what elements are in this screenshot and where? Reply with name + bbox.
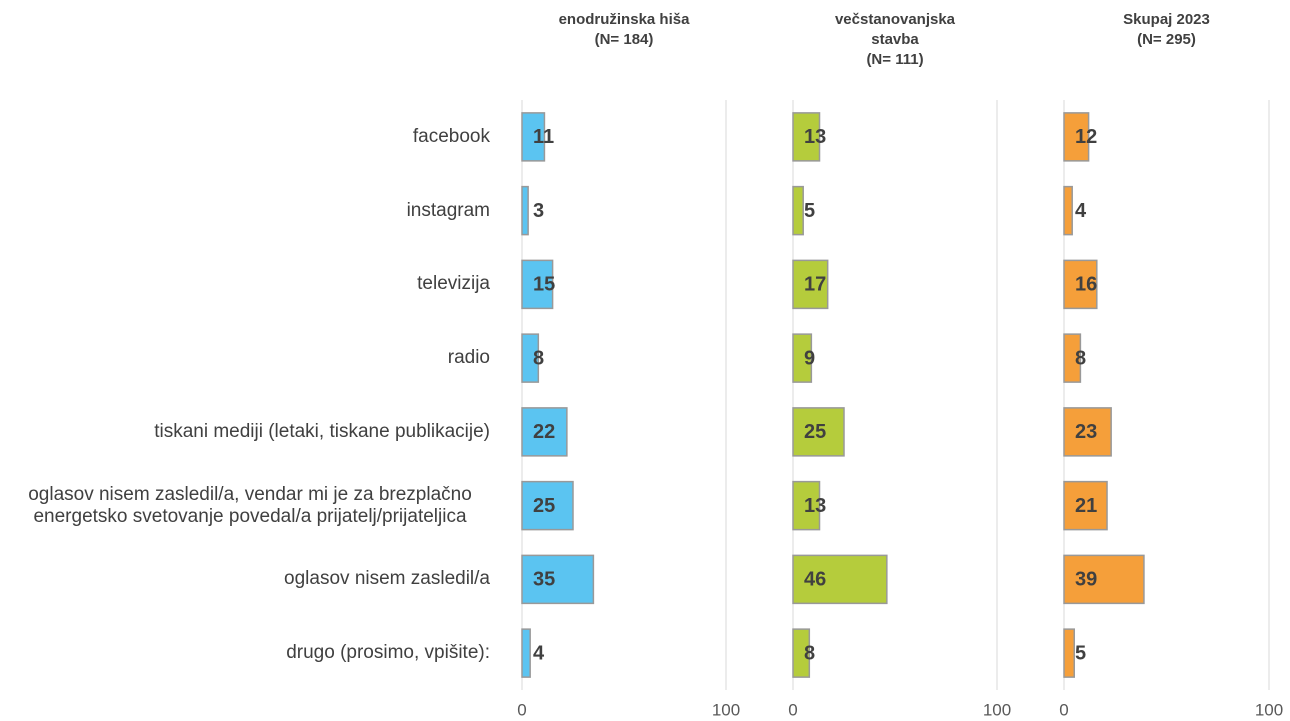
data-label: 13: [804, 495, 826, 517]
category-label: tiskani mediji (letaki, tiskane publikac…: [154, 420, 490, 442]
x-tick-label: 100: [983, 700, 1011, 719]
panel-title: enodružinska hiša: [559, 11, 691, 28]
bar: [792, 112, 821, 162]
bar: [521, 185, 529, 236]
category-label-box: oglasov nisem zasledil/a: [0, 544, 490, 614]
data-label: 17: [804, 274, 826, 296]
category-label-box: tiskani mediji (letaki, tiskane publikac…: [0, 397, 490, 467]
bar: [521, 407, 568, 457]
bar: [792, 407, 845, 457]
x-tick-label: 100: [1255, 700, 1283, 719]
data-label: 25: [804, 421, 826, 443]
bar: [1063, 112, 1090, 162]
bar: [1063, 407, 1112, 457]
data-label: 3: [533, 200, 544, 222]
data-label: 13: [804, 126, 826, 148]
panel-title: (N= 184): [595, 31, 654, 48]
panel-title: Skupaj 2023: [1123, 11, 1210, 28]
data-label: 9: [804, 347, 815, 369]
data-label: 4: [533, 642, 545, 664]
data-label: 8: [804, 642, 815, 664]
panel-title: stavba: [871, 31, 919, 48]
category-label-box: instagram: [0, 176, 490, 246]
bar: [521, 480, 574, 531]
panel-title: (N= 295): [1137, 31, 1196, 48]
panel-title: (N= 111): [866, 51, 923, 68]
bar: [521, 554, 595, 605]
data-label: 22: [533, 421, 555, 443]
data-label: 8: [1075, 347, 1086, 369]
bar: [521, 112, 546, 162]
category-label-box: oglasov nisem zasledil/a, vendar mi je z…: [0, 471, 490, 541]
category-label: facebook: [412, 125, 490, 147]
bar: [1063, 333, 1082, 383]
data-label: 46: [804, 569, 826, 591]
data-label: 15: [533, 274, 555, 296]
bar: [1063, 480, 1108, 531]
bar: [792, 185, 804, 236]
data-label: 5: [804, 200, 815, 222]
category-label-box: televizija: [0, 249, 490, 319]
bar: [1063, 554, 1145, 605]
data-label: 21: [1075, 495, 1097, 517]
category-label: instagram: [406, 199, 490, 221]
x-tick-label: 0: [517, 700, 526, 719]
bar: [792, 628, 811, 678]
category-label: televizija: [417, 273, 490, 295]
category-label: oglasov nisem zasledil/a, vendar mi je z…: [28, 483, 472, 527]
data-label: 11: [533, 126, 554, 148]
category-label: drugo (prosimo, vpišite):: [286, 642, 490, 664]
x-tick-label: 100: [712, 700, 740, 719]
data-label: 39: [1075, 569, 1097, 591]
x-tick-label: 0: [1059, 700, 1068, 719]
category-label: oglasov nisem zasledil/a: [284, 568, 490, 590]
bar: [521, 259, 554, 310]
data-label: 8: [533, 347, 544, 369]
category-label-box: drugo (prosimo, vpišite):: [0, 618, 490, 688]
bar: [1063, 185, 1073, 236]
data-label: 5: [1075, 642, 1086, 664]
bar: [521, 628, 531, 678]
panel-title: večstanovanjska: [835, 11, 956, 28]
bar: [1063, 259, 1098, 310]
bar: [1063, 628, 1075, 678]
data-label: 12: [1075, 126, 1097, 148]
x-tick-label: 0: [788, 700, 797, 719]
bar: [521, 333, 540, 383]
data-label: 25: [533, 495, 555, 517]
data-label: 23: [1075, 421, 1097, 443]
data-label: 35: [533, 569, 555, 591]
category-label-box: radio: [0, 323, 490, 393]
bar: [792, 480, 821, 531]
category-label-box: facebook: [0, 102, 490, 172]
bar: [792, 333, 813, 383]
bar: [792, 554, 888, 605]
category-label: radio: [447, 347, 490, 369]
data-label: 4: [1075, 200, 1087, 222]
data-label: 16: [1075, 274, 1097, 296]
bar: [792, 259, 829, 310]
